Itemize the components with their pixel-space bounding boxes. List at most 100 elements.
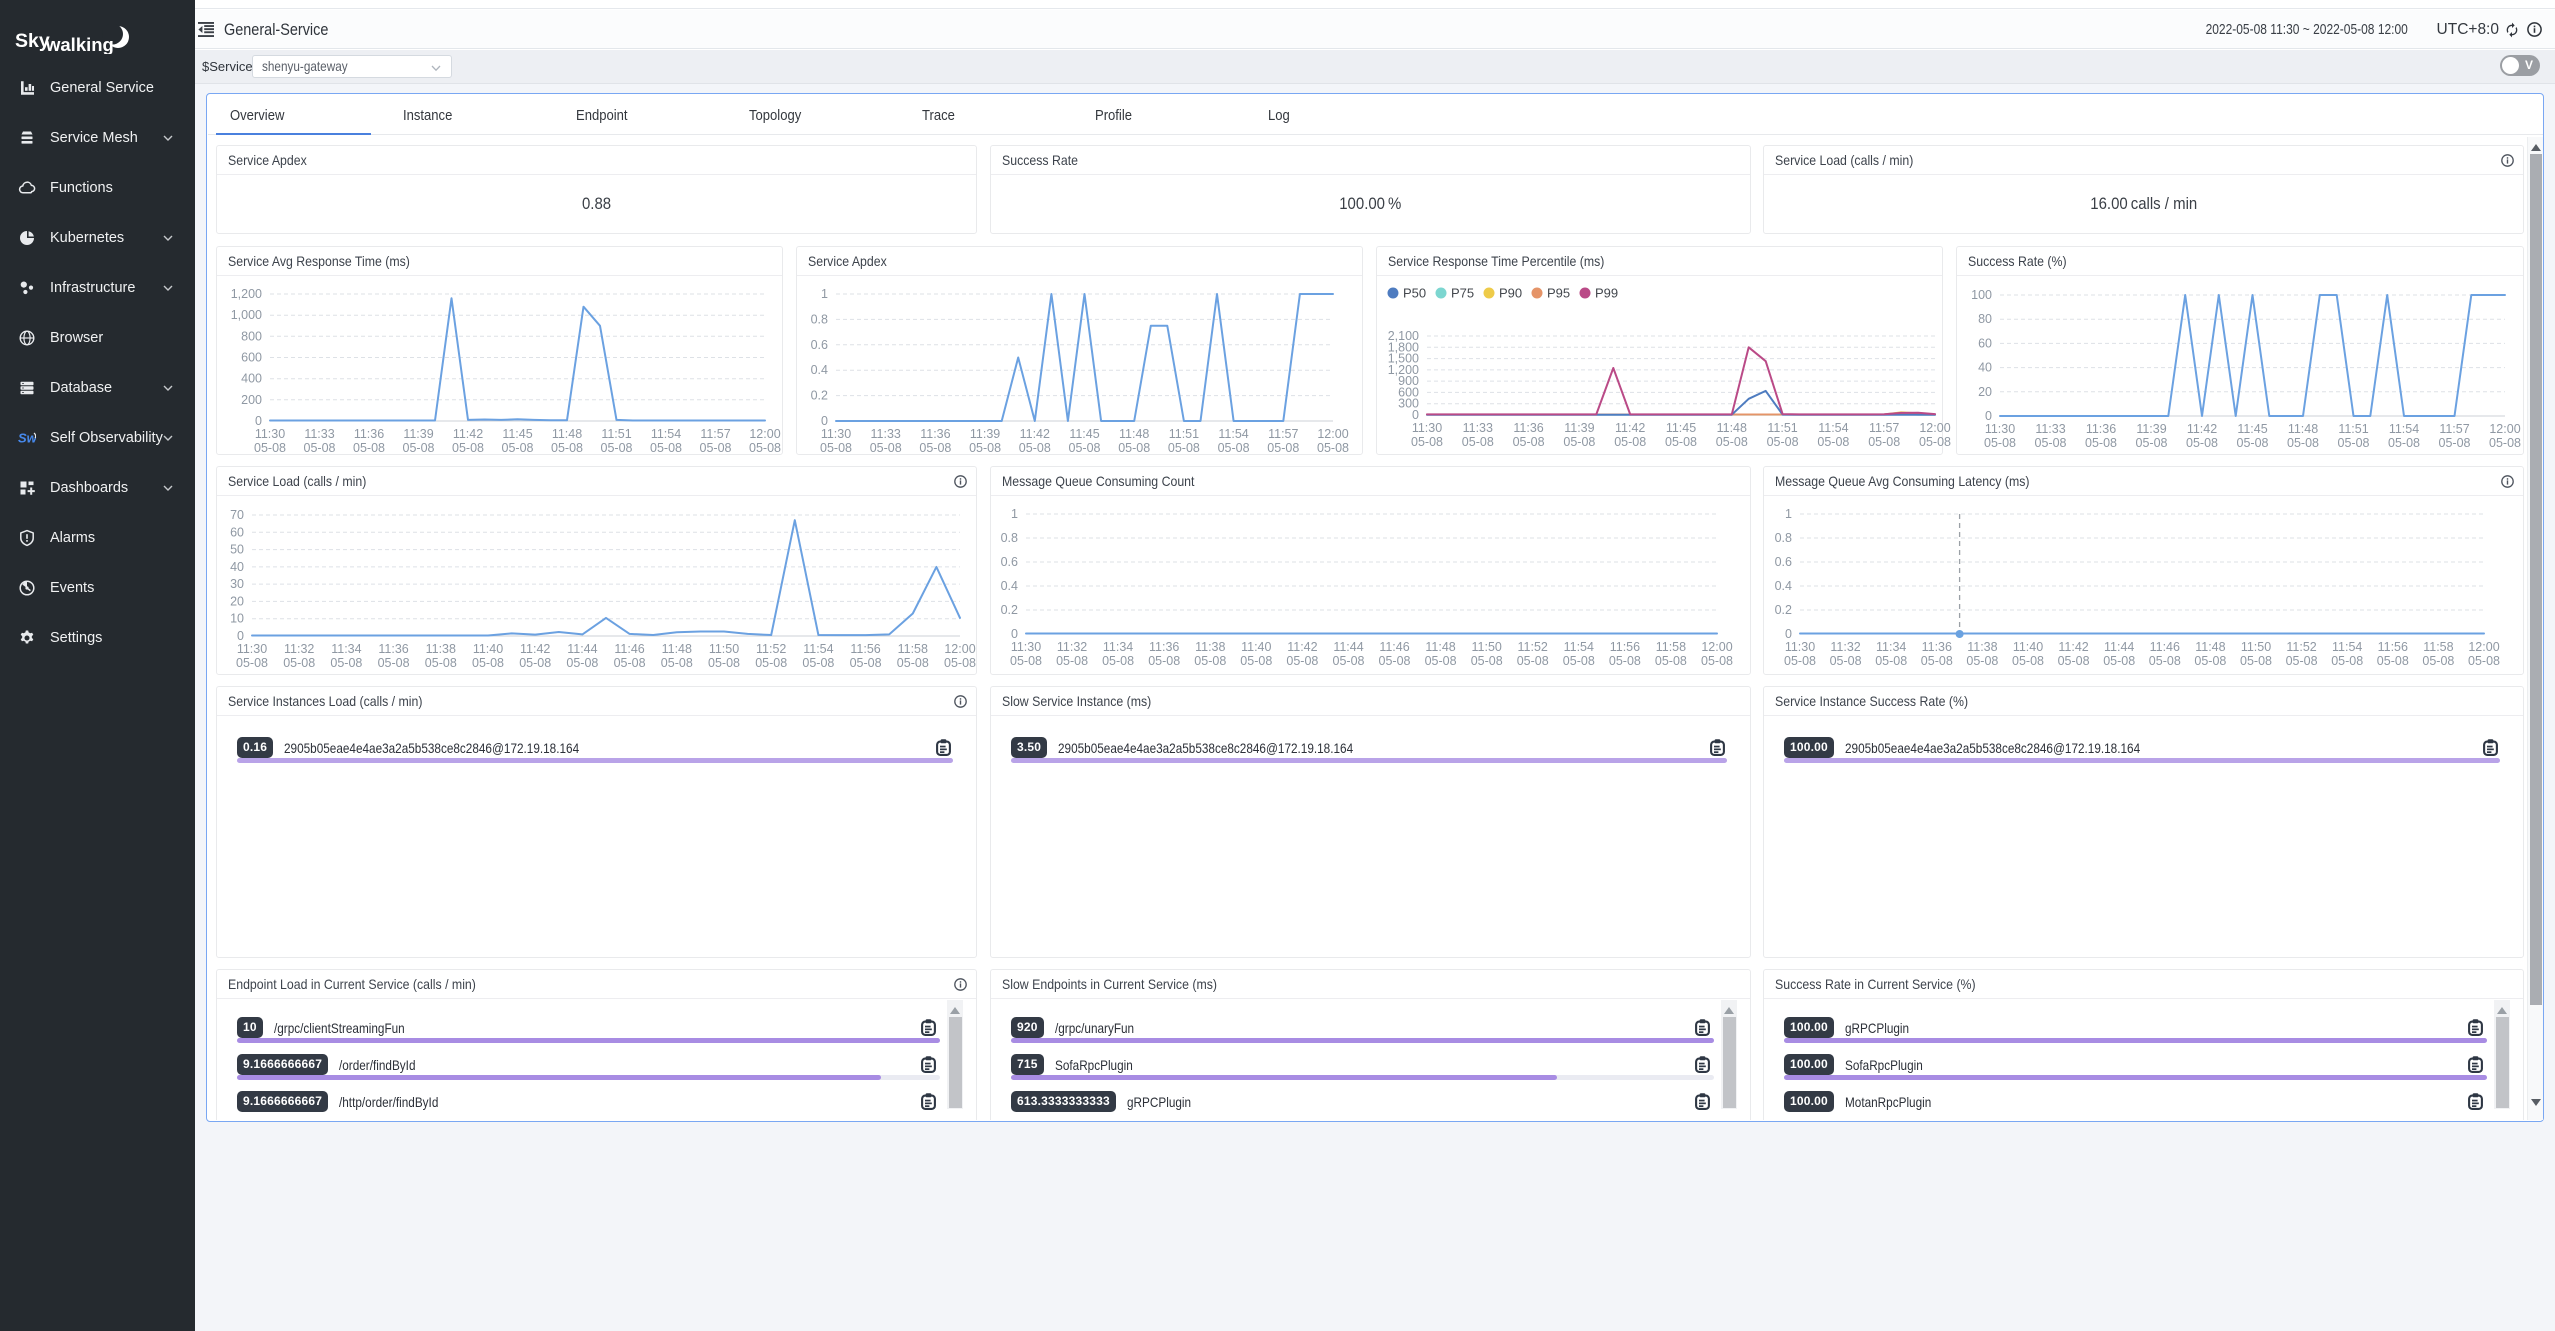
svg-text:11:48: 11:48: [1119, 427, 1149, 441]
svg-text:11:45: 11:45: [1666, 421, 1696, 435]
svg-text:0: 0: [821, 414, 828, 428]
svg-text:12:00: 12:00: [1919, 421, 1950, 435]
svg-text:2,100: 2,100: [1388, 329, 1419, 343]
svg-text:0.2: 0.2: [811, 389, 828, 403]
svg-text:P75: P75: [1451, 286, 1474, 301]
svg-text:11:48: 11:48: [662, 642, 692, 656]
svg-text:12:00: 12:00: [2489, 422, 2520, 436]
svg-text:11:52: 11:52: [1518, 640, 1548, 654]
svg-text:11:48: 11:48: [2195, 640, 2225, 654]
svg-text:05-08: 05-08: [254, 441, 286, 455]
svg-text:11:48: 11:48: [1425, 640, 1455, 654]
svg-text:11:45: 11:45: [1069, 427, 1099, 441]
svg-text:1: 1: [821, 287, 828, 301]
svg-text:11:54: 11:54: [2389, 422, 2419, 436]
svg-text:20: 20: [230, 594, 244, 608]
svg-text:05-08: 05-08: [2338, 436, 2370, 450]
svg-text:11:33: 11:33: [2035, 422, 2065, 436]
svg-text:05-08: 05-08: [1462, 435, 1494, 449]
svg-text:05-08: 05-08: [2468, 654, 2500, 668]
svg-text:05-08: 05-08: [502, 441, 534, 455]
svg-text:11:46: 11:46: [2150, 640, 2180, 654]
svg-text:11:40: 11:40: [1241, 640, 1271, 654]
svg-text:0: 0: [1785, 627, 1792, 641]
svg-text:0.4: 0.4: [1775, 579, 1792, 593]
svg-text:30: 30: [230, 577, 244, 591]
svg-text:11:32: 11:32: [1057, 640, 1087, 654]
svg-text:11:36: 11:36: [378, 642, 408, 656]
svg-text:11:33: 11:33: [871, 427, 901, 441]
svg-text:1,200: 1,200: [1388, 363, 1419, 377]
svg-text:05-08: 05-08: [452, 441, 484, 455]
svg-text:05-08: 05-08: [897, 656, 929, 670]
svg-text:40: 40: [230, 560, 244, 574]
svg-text:11:32: 11:32: [1830, 640, 1860, 654]
svg-text:11:30: 11:30: [1011, 640, 1041, 654]
svg-text:05-08: 05-08: [755, 656, 787, 670]
svg-text:1: 1: [1011, 507, 1018, 521]
svg-text:0.2: 0.2: [1001, 603, 1018, 617]
svg-text:0.8: 0.8: [1775, 531, 1792, 545]
svg-text:11:34: 11:34: [331, 642, 361, 656]
svg-text:05-08: 05-08: [2085, 436, 2117, 450]
svg-text:11:51: 11:51: [1767, 421, 1797, 435]
svg-text:05-08: 05-08: [1019, 441, 1051, 455]
svg-text:11:42: 11:42: [1020, 427, 1050, 441]
svg-text:11:45: 11:45: [2237, 422, 2267, 436]
svg-text:P50: P50: [1403, 286, 1426, 301]
svg-text:70: 70: [230, 508, 244, 522]
svg-text:0.8: 0.8: [811, 312, 828, 326]
svg-text:05-08: 05-08: [1425, 654, 1457, 668]
svg-text:11:56: 11:56: [1610, 640, 1640, 654]
svg-text:05-08: 05-08: [2103, 654, 2135, 668]
svg-text:11:54: 11:54: [2332, 640, 2362, 654]
svg-text:05-08: 05-08: [870, 441, 902, 455]
svg-text:11:30: 11:30: [821, 427, 851, 441]
svg-text:0.4: 0.4: [1001, 579, 1018, 593]
svg-text:11:39: 11:39: [970, 427, 1000, 441]
svg-text:11:32: 11:32: [284, 642, 314, 656]
svg-text:11:36: 11:36: [920, 427, 950, 441]
svg-text:11:40: 11:40: [2013, 640, 2043, 654]
svg-text:05-08: 05-08: [1379, 654, 1411, 668]
svg-text:05-08: 05-08: [708, 656, 740, 670]
svg-text:11:42: 11:42: [520, 642, 550, 656]
svg-text:05-08: 05-08: [425, 656, 457, 670]
svg-text:0.6: 0.6: [811, 338, 828, 352]
svg-text:05-08: 05-08: [661, 656, 693, 670]
svg-text:11:58: 11:58: [2423, 640, 2453, 654]
svg-text:11:54: 11:54: [803, 642, 833, 656]
svg-text:40: 40: [1978, 361, 1992, 375]
svg-text:05-08: 05-08: [1069, 441, 1101, 455]
svg-text:05-08: 05-08: [1701, 654, 1733, 668]
svg-text:P95: P95: [1547, 286, 1570, 301]
svg-text:11:58: 11:58: [898, 642, 928, 656]
svg-text:05-08: 05-08: [378, 656, 410, 670]
svg-text:11:36: 11:36: [1513, 421, 1543, 435]
svg-text:05-08: 05-08: [1513, 435, 1545, 449]
svg-text:05-08: 05-08: [353, 441, 385, 455]
svg-text:05-08: 05-08: [601, 441, 633, 455]
svg-text:11:57: 11:57: [1268, 427, 1298, 441]
svg-text:05-08: 05-08: [944, 656, 976, 670]
svg-text:11:30: 11:30: [1785, 640, 1815, 654]
svg-text:11:50: 11:50: [1472, 640, 1502, 654]
svg-text:11:30: 11:30: [255, 427, 285, 441]
svg-text:05-08: 05-08: [519, 656, 551, 670]
svg-text:11:39: 11:39: [403, 427, 433, 441]
svg-text:05-08: 05-08: [304, 441, 336, 455]
svg-text:11:46: 11:46: [1379, 640, 1409, 654]
svg-text:1,000: 1,000: [231, 308, 262, 322]
svg-text:11:57: 11:57: [700, 427, 730, 441]
svg-text:05-08: 05-08: [1875, 654, 1907, 668]
svg-text:05-08: 05-08: [2035, 436, 2067, 450]
svg-text:11:38: 11:38: [1195, 640, 1225, 654]
svg-text:11:36: 11:36: [354, 427, 384, 441]
svg-text:11:54: 11:54: [651, 427, 681, 441]
svg-text:0: 0: [255, 414, 262, 428]
svg-text:05-08: 05-08: [1168, 441, 1200, 455]
svg-text:11:51: 11:51: [1169, 427, 1199, 441]
svg-text:11:56: 11:56: [850, 642, 880, 656]
svg-text:05-08: 05-08: [1317, 441, 1349, 455]
svg-text:11:54: 11:54: [1818, 421, 1848, 435]
